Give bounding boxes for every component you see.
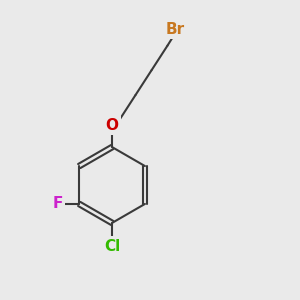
Text: F: F: [52, 196, 63, 211]
Text: O: O: [106, 118, 118, 133]
Text: Br: Br: [165, 22, 184, 37]
Text: Cl: Cl: [104, 239, 120, 254]
